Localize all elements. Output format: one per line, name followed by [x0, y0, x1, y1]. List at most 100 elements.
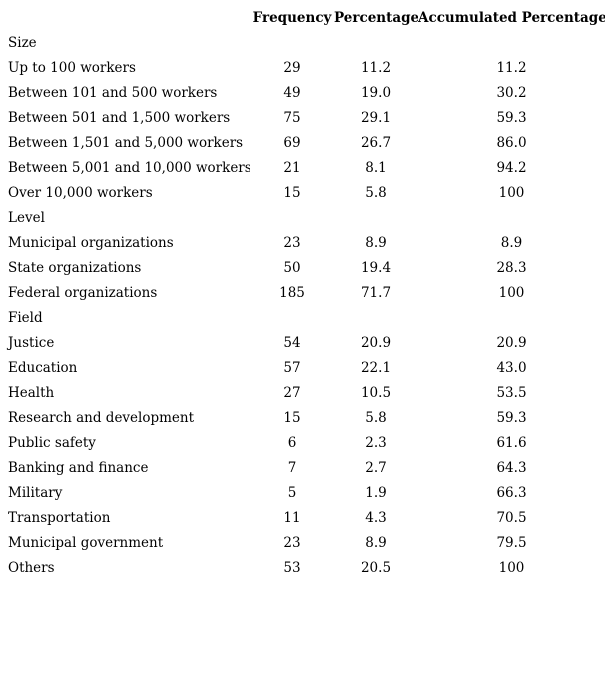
row-label: Between 5,001 and 10,000 workers [8, 159, 250, 176]
cell-percentage: 4.3 [365, 509, 387, 526]
cell-accumulated-percentage: 20.9 [496, 334, 527, 351]
table-row: Municipal organizations 23 8.9 8.9 [0, 230, 605, 255]
cell-accumulated-percentage: 30.2 [496, 84, 527, 101]
section-row: Level [0, 205, 605, 230]
table-row: Between 501 and 1,500 workers 75 29.1 59.3 [0, 105, 605, 130]
cell-percentage: 29.1 [360, 109, 392, 126]
cell-percentage: 20.5 [360, 559, 392, 576]
row-label: State organizations [8, 259, 142, 276]
cell-percentage: 19.4 [360, 259, 392, 276]
table-row: Between 1,501 and 5,000 workers 69 26.7 86.… [0, 130, 605, 155]
cell-accumulated-percentage: 59.3 [496, 109, 527, 126]
cell-percentage: 1.9 [365, 484, 387, 501]
table-body: Size Up to 100 workers 29 11.2 11.2 Between 1… [0, 30, 605, 580]
table-row: Justice 54 20.9 20.9 [0, 330, 605, 355]
cell-frequency: 50 [283, 259, 301, 276]
cell-accumulated-percentage: 8.9 [500, 234, 523, 251]
table-row: Between 5,001 and 10,000 workers 21 8.1 94.… [0, 155, 605, 180]
cell-percentage: 8.9 [365, 234, 387, 251]
cell-percentage: 22.1 [360, 359, 392, 376]
section-row: Size [0, 30, 605, 55]
cell-accumulated-percentage: 100 [498, 559, 525, 576]
frequency-table: Frequency Percentage Accumulated Percent… [0, 5, 605, 580]
table-row: Research and development 15 5.8 59.3 [0, 405, 605, 430]
row-label: Military [8, 484, 63, 501]
row-label: Transportation [8, 509, 111, 526]
row-label: Up to 100 workers [8, 59, 136, 76]
table-row: Transportation 11 4.3 70.5 [0, 505, 605, 530]
cell-percentage: 71.7 [360, 284, 392, 301]
cell-frequency: 15 [283, 184, 301, 201]
row-label: Municipal organizations [8, 234, 174, 251]
cell-accumulated-percentage: 79.5 [496, 534, 527, 551]
row-label: Others [8, 559, 55, 576]
cell-percentage: 8.9 [365, 534, 387, 551]
cell-percentage: 26.7 [360, 134, 392, 151]
table-row: State organizations 50 19.4 28.3 [0, 255, 605, 280]
cell-accumulated-percentage: 66.3 [496, 484, 527, 501]
table-row: Between 101 and 500 workers 49 19.0 30.2 [0, 80, 605, 105]
header-row: Frequency Percentage Accumulated Percent… [0, 5, 605, 30]
header-accumulated-percentage: Accumulated Percentage [418, 9, 605, 26]
cell-percentage: 2.3 [365, 434, 387, 451]
row-label: Municipal government [8, 534, 164, 551]
cell-frequency: 6 [287, 434, 297, 451]
cell-accumulated-percentage: 100 [498, 284, 525, 301]
cell-accumulated-percentage: 100 [498, 184, 525, 201]
cell-frequency: 7 [287, 459, 297, 476]
header-frequency: Frequency [252, 9, 332, 26]
table-row: Banking and finance 7 2.7 64.3 [0, 455, 605, 480]
row-label: Between 1,501 and 5,000 workers [8, 134, 244, 151]
table-row: Education 57 22.1 43.0 [0, 355, 605, 380]
cell-frequency: 11 [283, 509, 301, 526]
table-row: Military 5 1.9 66.3 [0, 480, 605, 505]
cell-accumulated-percentage: 28.3 [496, 259, 527, 276]
cell-percentage: 2.7 [365, 459, 387, 476]
cell-percentage: 11.2 [360, 59, 392, 76]
cell-percentage: 10.5 [360, 384, 392, 401]
header-empty-cell [0, 5, 250, 30]
table-row: Federal organizations 185 71.7 100 [0, 280, 605, 305]
section-label: Size [8, 34, 37, 51]
table-row: Over 10,000 workers 15 5.8 100 [0, 180, 605, 205]
table-row: Public safety 6 2.3 61.6 [0, 430, 605, 455]
cell-accumulated-percentage: 59.3 [496, 409, 527, 426]
cell-percentage: 5.8 [365, 184, 387, 201]
cell-frequency: 57 [283, 359, 301, 376]
cell-accumulated-percentage: 94.2 [496, 159, 527, 176]
row-label: Between 501 and 1,500 workers [8, 109, 231, 126]
cell-percentage: 8.1 [365, 159, 387, 176]
table-row: Municipal government 23 8.9 79.5 [0, 530, 605, 555]
table-row: Others 53 20.5 100 [0, 555, 605, 580]
cell-accumulated-percentage: 43.0 [496, 359, 527, 376]
cell-frequency: 69 [283, 134, 301, 151]
row-label: Education [8, 359, 78, 376]
section-label: Field [8, 309, 43, 326]
row-label: Banking and finance [8, 459, 149, 476]
cell-percentage: 5.8 [365, 409, 387, 426]
cell-frequency: 5 [287, 484, 297, 501]
table-row: Health 27 10.5 53.5 [0, 380, 605, 405]
row-label: Health [8, 384, 55, 401]
cell-accumulated-percentage: 53.5 [496, 384, 527, 401]
row-label: Research and development [8, 409, 195, 426]
cell-frequency: 27 [283, 384, 301, 401]
row-label: Public safety [8, 434, 96, 451]
cell-accumulated-percentage: 86.0 [496, 134, 527, 151]
cell-frequency: 185 [279, 284, 305, 301]
cell-percentage: 19.0 [360, 84, 392, 101]
cell-percentage: 20.9 [360, 334, 392, 351]
cell-accumulated-percentage: 11.2 [496, 59, 527, 76]
cell-frequency: 21 [283, 159, 301, 176]
section-label: Level [8, 209, 45, 226]
row-label: Federal organizations [8, 284, 158, 301]
cell-frequency: 23 [283, 534, 301, 551]
cell-frequency: 15 [283, 409, 301, 426]
cell-frequency: 23 [283, 234, 301, 251]
row-label: Justice [8, 334, 55, 351]
cell-frequency: 53 [283, 559, 301, 576]
cell-accumulated-percentage: 64.3 [496, 459, 527, 476]
section-row: Field [0, 305, 605, 330]
row-label: Between 101 and 500 workers [8, 84, 218, 101]
cell-frequency: 54 [283, 334, 301, 351]
